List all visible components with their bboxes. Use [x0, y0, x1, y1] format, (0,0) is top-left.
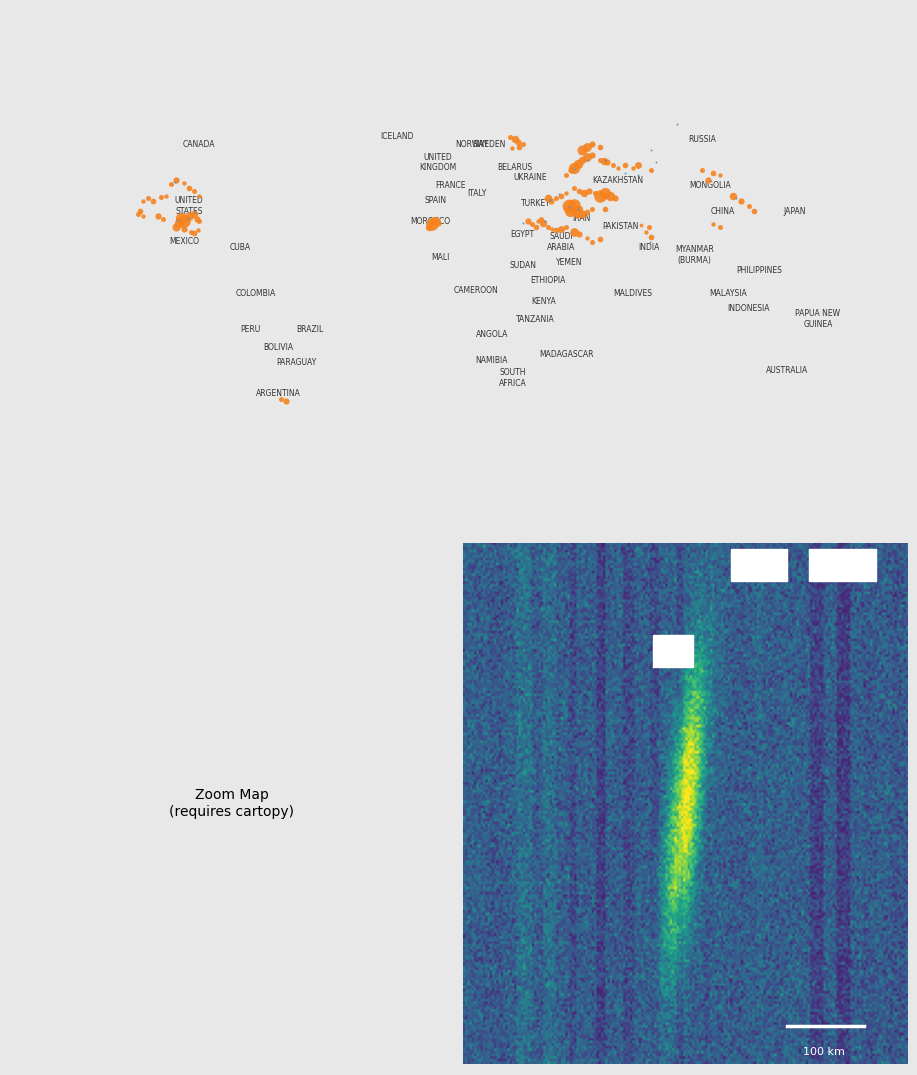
Text: INDIA: INDIA [638, 243, 659, 252]
Text: 100 km: 100 km [803, 1047, 845, 1058]
Text: MEXICO: MEXICO [169, 238, 199, 246]
Text: UNITED
KINGDOM: UNITED KINGDOM [419, 153, 457, 172]
Text: BELARUS: BELARUS [497, 163, 533, 172]
Text: INDONESIA: INDONESIA [727, 304, 770, 313]
Text: PARAGUAY: PARAGUAY [277, 358, 317, 368]
Bar [653, 635, 693, 666]
Text: ARGENTINA: ARGENTINA [257, 389, 301, 398]
Text: MONGOLIA: MONGOLIA [690, 181, 731, 190]
Text: ANGOLA: ANGOLA [476, 330, 508, 339]
Text: IRAN: IRAN [572, 214, 591, 224]
Text: JAPAN: JAPAN [784, 206, 806, 216]
Text: ETHIOPIA: ETHIOPIA [531, 276, 566, 285]
Text: NORWAY: NORWAY [455, 140, 488, 149]
Text: SAUDI
ARABIA: SAUDI ARABIA [547, 232, 575, 252]
Text: BOLIVIA: BOLIVIA [264, 343, 293, 352]
Text: KENYA: KENYA [531, 297, 556, 305]
Text: MALAYSIA: MALAYSIA [709, 289, 747, 298]
Text: SWEDEN: SWEDEN [472, 140, 506, 149]
Text: UKRAINE: UKRAINE [514, 173, 547, 183]
Text: FRANCE: FRANCE [436, 181, 466, 190]
Text: SUDAN: SUDAN [509, 260, 536, 270]
Text: SPAIN: SPAIN [425, 197, 447, 205]
Text: NAMIBIA: NAMIBIA [476, 356, 508, 364]
Text: CHINA: CHINA [711, 206, 735, 216]
Text: PAKISTAN: PAKISTAN [602, 223, 638, 231]
Text: BRAZIL: BRAZIL [296, 325, 323, 334]
Text: RUSSIA: RUSSIA [689, 134, 716, 144]
Text: CUBA: CUBA [229, 243, 251, 252]
Bar [809, 549, 876, 581]
Text: MADAGASCAR: MADAGASCAR [539, 350, 593, 359]
Text: COLOMBIA: COLOMBIA [236, 289, 276, 298]
Text: SOUTH
AFRICA: SOUTH AFRICA [499, 369, 526, 388]
Text: PHILIPPINES: PHILIPPINES [736, 266, 782, 275]
Text: Zoom Map
(requires cartopy): Zoom Map (requires cartopy) [169, 788, 294, 818]
Text: CAMEROON: CAMEROON [454, 286, 499, 296]
Text: YEMEN: YEMEN [556, 258, 582, 267]
Text: PERU: PERU [240, 325, 260, 334]
Text: TANZANIA: TANZANIA [516, 315, 555, 324]
Bar [731, 549, 787, 581]
Text: AUSTRALIA: AUSTRALIA [766, 366, 808, 375]
Text: MOROCCO: MOROCCO [410, 217, 450, 226]
Text: ITALY: ITALY [467, 189, 486, 198]
Text: TURKEY: TURKEY [521, 199, 550, 207]
Text: ICELAND: ICELAND [381, 132, 414, 141]
Text: KAZAKHSTAN: KAZAKHSTAN [592, 176, 643, 185]
Text: MALDIVES: MALDIVES [613, 289, 653, 298]
Text: EGYPT: EGYPT [511, 230, 535, 239]
Text: MYANMAR
(BURMA): MYANMAR (BURMA) [675, 245, 714, 264]
Text: PAPUA NEW
GUINEA: PAPUA NEW GUINEA [795, 310, 841, 329]
Text: CANADA: CANADA [182, 140, 215, 149]
Text: UNITED
STATES: UNITED STATES [174, 197, 204, 216]
Text: MALI: MALI [431, 253, 449, 262]
